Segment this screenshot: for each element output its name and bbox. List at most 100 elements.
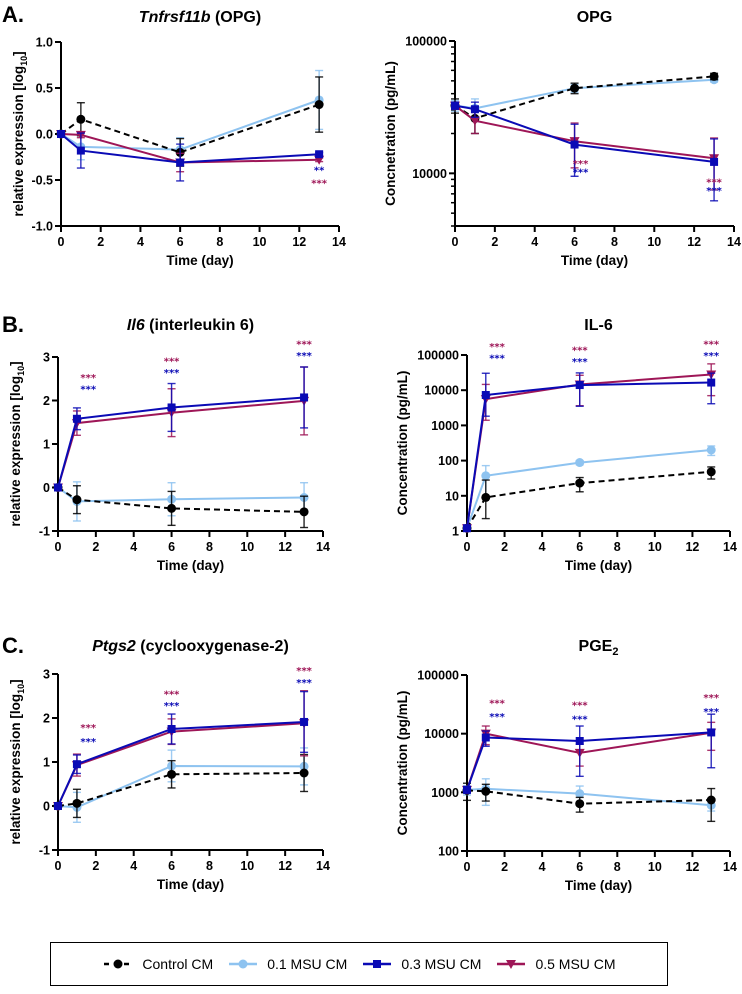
chart-title-subscript: 2 xyxy=(612,646,618,658)
x-tick-label: 14 xyxy=(316,859,330,873)
x-tick-label: 4 xyxy=(137,235,144,249)
chart-a-left: A. Tnfrsf11b (OPG) 0 2 4 6 8 10 12 14 Time (day) -1… xyxy=(2,2,346,268)
x-tick-label: 14 xyxy=(723,540,737,554)
data-point xyxy=(575,789,585,799)
series-line xyxy=(57,486,305,513)
x-tick-label: 0 xyxy=(55,859,62,873)
series-msu01 xyxy=(462,778,716,812)
data-point xyxy=(300,393,309,402)
x-tick-label: 4 xyxy=(130,859,137,873)
x-tick-label: 10 xyxy=(647,235,661,249)
chart-title-protein: (interleukin 6) xyxy=(145,317,254,334)
chart-b-right: IL-6 0 2 4 6 8 10 12 14 Time (day) 1 10 100 1000 10000… xyxy=(395,317,737,573)
x-tick-label: 0 xyxy=(58,235,65,249)
y-axis-label: relative expression [log10] xyxy=(8,361,26,526)
chart-title: Ptgs2 (cyclooxygenase-2) xyxy=(92,638,289,655)
data-point xyxy=(300,717,309,726)
x-axis-label: Time (day) xyxy=(157,558,224,573)
series-msu03 xyxy=(54,690,309,810)
y-tick-label: 100000 xyxy=(405,35,447,49)
x-tick-label: 6 xyxy=(168,859,175,873)
chart-title-text: OPG xyxy=(577,9,613,26)
legend-item-control: Control CM xyxy=(102,956,213,972)
series-line xyxy=(57,764,305,809)
x-tick-label: 6 xyxy=(576,540,583,554)
significance-marker: *** xyxy=(703,693,719,704)
y-tick-label: 10000 xyxy=(412,167,447,181)
series-line xyxy=(57,396,305,488)
legend-marker xyxy=(506,960,517,969)
data-point xyxy=(299,507,309,517)
x-tick-label: 8 xyxy=(614,540,621,554)
series-msu03 xyxy=(463,372,716,533)
chart-title-protein: (OPG) xyxy=(211,9,262,26)
y-tick-label: 0.5 xyxy=(36,82,53,96)
series-line xyxy=(466,731,712,791)
data-point xyxy=(451,101,459,110)
series-line xyxy=(454,104,715,160)
legend-label: 0.5 MSU CM xyxy=(535,956,616,972)
x-tick-label: 6 xyxy=(576,860,583,874)
data-point xyxy=(575,381,584,390)
data-point xyxy=(176,158,185,167)
x-tick-label: 8 xyxy=(216,235,223,249)
series-line xyxy=(57,722,305,807)
series-msu01 xyxy=(53,481,309,522)
x-tick-label: 8 xyxy=(206,859,213,873)
panel-letter: B. xyxy=(2,312,24,337)
x-tick-label: 4 xyxy=(130,540,137,554)
significance-marker: *** xyxy=(164,701,180,712)
data-point xyxy=(707,378,716,387)
chart-title-text: PGE xyxy=(579,638,613,655)
legend-swatch-msu01 xyxy=(229,959,258,969)
significance-marker: *** xyxy=(296,678,312,689)
x-tick-label: 2 xyxy=(92,859,99,873)
x-tick-label: 12 xyxy=(685,540,699,554)
y-tick-label: 1.0 xyxy=(36,36,53,50)
y-tick-label: -1 xyxy=(39,525,50,539)
y-tick-label: 2 xyxy=(43,712,50,726)
legend-label: Control CM xyxy=(142,956,214,972)
chart-title: Il6 (interleukin 6) xyxy=(127,317,254,334)
y-tick-label: 3 xyxy=(43,668,50,682)
series-msu03 xyxy=(57,130,324,182)
data-point xyxy=(469,116,480,126)
y-axis-label: Concentration (pg/mL) xyxy=(395,371,410,516)
y-tick-label: -1.0 xyxy=(31,220,53,234)
x-tick-label: 4 xyxy=(539,860,546,874)
data-point xyxy=(76,114,86,124)
series-msu03 xyxy=(54,366,309,492)
series-line xyxy=(454,104,715,163)
x-tick-label: 10 xyxy=(240,540,254,554)
significance-marker: ** xyxy=(314,166,325,177)
data-point xyxy=(575,736,584,745)
x-tick-label: 0 xyxy=(464,860,471,874)
x-axis-label: Time (day) xyxy=(565,558,632,573)
x-tick-label: 8 xyxy=(206,540,213,554)
data-point xyxy=(299,768,309,778)
significance-marker: *** xyxy=(296,351,312,362)
chart-title: PGE2 xyxy=(579,638,619,658)
chart-title: IL-6 xyxy=(584,317,613,334)
y-axis-label-main: relative expression [log xyxy=(8,694,23,845)
data-point xyxy=(706,445,716,455)
series-line xyxy=(57,721,305,807)
y-tick-label: 100000 xyxy=(417,669,459,683)
x-axis-label: Time (day) xyxy=(166,253,233,268)
x-axis-label: Time (day) xyxy=(157,877,224,892)
significance-marker: *** xyxy=(296,666,312,677)
data-point xyxy=(167,769,177,779)
y-tick-label: 3 xyxy=(43,351,50,365)
data-point xyxy=(463,524,471,533)
x-tick-label: 2 xyxy=(97,235,104,249)
series-line xyxy=(466,449,712,529)
significance-marker: *** xyxy=(164,368,180,379)
legend-item-msu03: 0.3 MSU CM xyxy=(361,956,481,972)
significance-marker: *** xyxy=(164,356,180,367)
significance-marker: *** xyxy=(706,186,722,197)
x-tick-label: 10 xyxy=(648,860,662,874)
series-msu03 xyxy=(463,713,716,794)
data-point xyxy=(57,130,65,138)
x-tick-label: 12 xyxy=(292,235,306,249)
x-tick-label: 2 xyxy=(92,540,99,554)
